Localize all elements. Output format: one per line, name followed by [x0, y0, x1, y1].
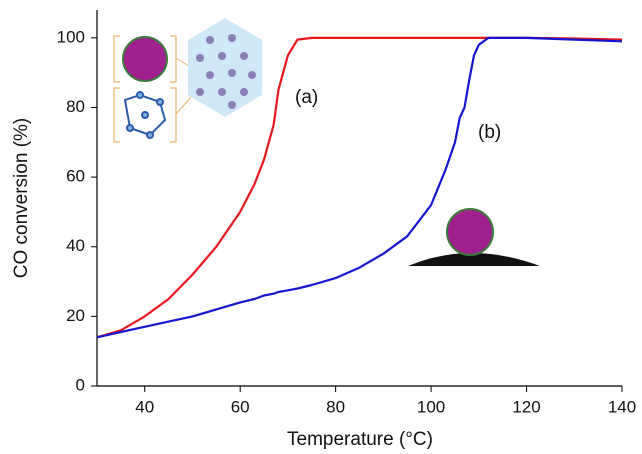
data-line: [96, 36, 623, 339]
data-line: [96, 36, 623, 339]
y-tick-label: 40: [66, 236, 85, 255]
annotation: (a): [295, 87, 318, 108]
y-axis-label: CO conversion (%): [11, 118, 32, 279]
y-tick-label: 80: [66, 97, 85, 116]
x-tick-label: 60: [231, 397, 250, 416]
x-tick-label: 40: [135, 397, 154, 416]
x-tick-label: 140: [608, 397, 636, 416]
x-tick-label: 100: [417, 397, 445, 416]
annotation: (b): [478, 122, 501, 143]
x-axis-label: Temperature (°C): [287, 429, 433, 450]
y-tick-label: 60: [66, 167, 85, 186]
y-tick-label: 20: [66, 306, 85, 325]
y-tick-label: 100: [57, 27, 85, 46]
inset-illustration: [113, 18, 540, 266]
x-tick-label: 80: [326, 397, 345, 416]
x-tick-label: 120: [512, 397, 540, 416]
y-tick-label: 0: [76, 375, 85, 394]
